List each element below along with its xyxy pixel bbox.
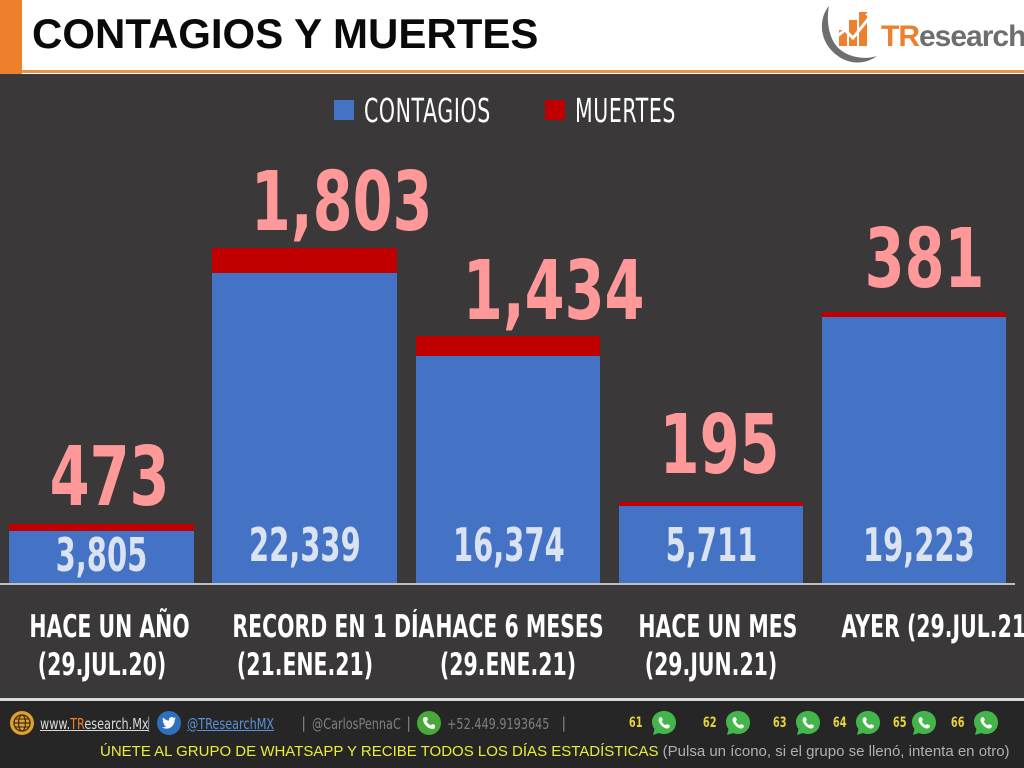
cta-main-text: ÚNETE AL GRUPO DE WHATSAPP Y RECIBE TODO… xyxy=(100,743,659,760)
bar-segment-contagios xyxy=(619,506,803,583)
category-label-4: HACE UN MES (29.JUN.21) xyxy=(638,609,798,683)
bar-segment-contagios xyxy=(212,273,397,583)
legend-item-contagios: CONTAGIOS xyxy=(334,91,509,130)
whatsapp-cta: ÚNETE AL GRUPO DE WHATSAPP Y RECIBE TODO… xyxy=(100,743,1010,760)
whatsapp-group-61[interactable]: 61 xyxy=(626,709,679,737)
whatsapp-icon[interactable] xyxy=(853,709,883,737)
phone-icon xyxy=(417,711,442,735)
whatsapp-group-62[interactable]: 62 xyxy=(700,709,753,737)
bar-stack xyxy=(212,248,397,583)
value-label-contagios: 5,711 xyxy=(665,518,758,572)
logo-wordmark: TResearch xyxy=(881,20,1024,53)
category-label-2: RECORD EN 1 DÍA (21.ENE.21) xyxy=(232,609,435,683)
legend-swatch-contagios xyxy=(334,100,354,120)
header-divider xyxy=(22,70,1024,73)
legend-swatch-muertes xyxy=(545,100,565,120)
separator: | xyxy=(301,714,307,732)
header-accent-bar xyxy=(0,0,22,74)
legend-item-muertes: MUERTES xyxy=(545,91,690,130)
whatsapp-icon[interactable] xyxy=(723,709,753,737)
whatsapp-icon[interactable] xyxy=(971,709,1001,737)
phone-number: +52.449.9193645 xyxy=(447,714,550,733)
bar-stack xyxy=(822,312,1006,583)
globe-icon xyxy=(10,711,34,735)
value-label-contagios: 19,223 xyxy=(862,518,975,572)
legend-label-muertes: MUERTES xyxy=(575,90,677,130)
category-label-1: HACE UN AÑO (29.JUL.20) xyxy=(29,609,190,683)
header: CONTAGIOS Y MUERTES TResearch xyxy=(0,0,1024,74)
separator: | xyxy=(146,714,152,732)
chart-growth-icon xyxy=(821,6,877,63)
footer-divider xyxy=(0,698,1024,701)
website-link[interactable]: www.TResearch.Mx xyxy=(40,714,149,733)
whatsapp-icon[interactable] xyxy=(909,709,939,737)
page-title: CONTAGIOS Y MUERTES xyxy=(32,10,539,57)
value-label-contagios: 3,805 xyxy=(55,528,148,582)
twitter-link[interactable]: @TResearchMX xyxy=(187,714,275,733)
category-label-3: HACE 6 MESES (29.ENE.21) xyxy=(435,609,604,683)
bar-segment-contagios xyxy=(416,356,600,583)
category-label-5: AYER (29.JUL.21) xyxy=(841,609,1024,645)
twitter-icon[interactable] xyxy=(157,711,182,735)
whatsapp-group-66[interactable]: 66 xyxy=(948,709,1001,737)
whatsapp-group-63[interactable]: 63 xyxy=(770,709,823,737)
cta-note-text: (Pulsa un ícono, si el grupo se llenó, i… xyxy=(662,743,1010,760)
value-label-contagios: 16,374 xyxy=(452,518,565,572)
bar-stack xyxy=(416,336,600,583)
bar-stack xyxy=(9,524,194,583)
value-label-muertes: 195 xyxy=(659,398,780,493)
separator: | xyxy=(406,714,412,732)
value-label-muertes: 473 xyxy=(49,430,170,525)
footer-contact-row: www.TResearch.Mx | @TResearchMX | @Carlo… xyxy=(10,709,566,737)
whatsapp-icon[interactable] xyxy=(793,709,823,737)
bar-segment-muertes xyxy=(9,524,194,531)
chart-legend: CONTAGIOS MUERTES xyxy=(0,90,1024,130)
bar-segment-contagios xyxy=(9,531,194,583)
legend-label-contagios: CONTAGIOS xyxy=(364,90,491,130)
value-label-muertes: 381 xyxy=(864,212,985,307)
whatsapp-icon[interactable] xyxy=(649,709,679,737)
whatsapp-group-64[interactable]: 64 xyxy=(830,709,883,737)
bar-segment-muertes xyxy=(212,248,397,273)
x-axis-line xyxy=(0,583,1015,585)
bar-segment-contagios xyxy=(822,317,1006,583)
whatsapp-group-65[interactable]: 65 xyxy=(890,709,939,737)
value-label-contagios: 22,339 xyxy=(248,518,361,572)
separator: | xyxy=(561,714,567,732)
tresearch-logo: TResearch xyxy=(815,0,1024,70)
bar-segment-muertes xyxy=(619,502,803,506)
bar-segment-muertes xyxy=(416,336,600,356)
bar-segment-muertes xyxy=(822,312,1006,317)
value-label-muertes: 1,803 xyxy=(250,155,433,250)
value-label-muertes: 1,434 xyxy=(462,244,645,339)
footer: www.TResearch.Mx | @TResearchMX | @Carlo… xyxy=(0,701,1024,768)
twitter-handle-2: @CarlosPennaC xyxy=(312,714,401,733)
bar-stack xyxy=(619,502,803,583)
